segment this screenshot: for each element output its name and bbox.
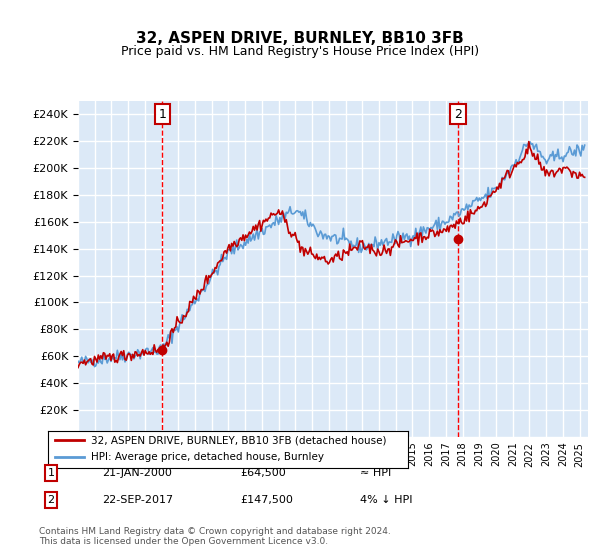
- Text: 32, ASPEN DRIVE, BURNLEY, BB10 3FB (detached house): 32, ASPEN DRIVE, BURNLEY, BB10 3FB (deta…: [91, 435, 387, 445]
- Text: 4% ↓ HPI: 4% ↓ HPI: [360, 495, 413, 505]
- Text: HPI: Average price, detached house, Burnley: HPI: Average price, detached house, Burn…: [91, 452, 324, 463]
- Text: 1: 1: [47, 468, 55, 478]
- Text: ≈ HPI: ≈ HPI: [360, 468, 391, 478]
- Text: Price paid vs. HM Land Registry's House Price Index (HPI): Price paid vs. HM Land Registry's House …: [121, 45, 479, 58]
- Text: 2: 2: [454, 108, 462, 121]
- Text: Contains HM Land Registry data © Crown copyright and database right 2024.
This d: Contains HM Land Registry data © Crown c…: [39, 526, 391, 546]
- Text: 1: 1: [158, 108, 166, 121]
- Text: 32, ASPEN DRIVE, BURNLEY, BB10 3FB: 32, ASPEN DRIVE, BURNLEY, BB10 3FB: [136, 31, 464, 46]
- Text: 22-SEP-2017: 22-SEP-2017: [102, 495, 173, 505]
- Text: 2: 2: [47, 495, 55, 505]
- Text: £64,500: £64,500: [240, 468, 286, 478]
- Text: 21-JAN-2000: 21-JAN-2000: [102, 468, 172, 478]
- Text: £147,500: £147,500: [240, 495, 293, 505]
